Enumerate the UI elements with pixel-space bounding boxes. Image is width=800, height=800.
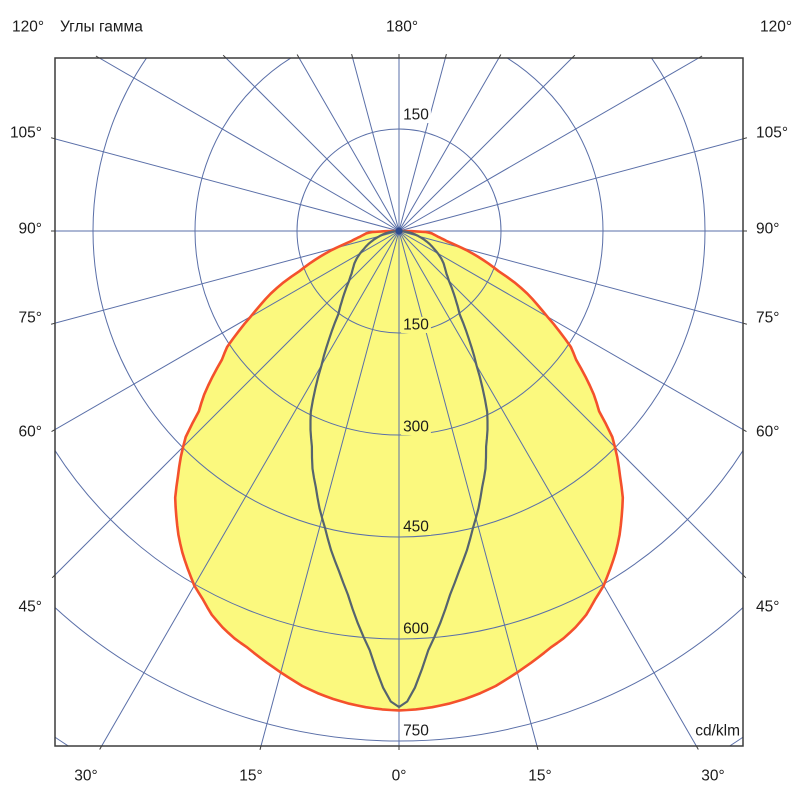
gamma-ray-165: [398, 58, 446, 232]
gamma-angle-label: 105°: [756, 125, 788, 142]
ring-value-labels: 150 150 300 450 600 750: [401, 107, 431, 740]
gamma-angle-label: 60°: [19, 424, 42, 441]
gamma-angle-label: 75°: [19, 310, 42, 327]
border-tick: [444, 54, 447, 59]
gamma-angle-label: 120°: [760, 19, 792, 36]
border-tick: [742, 429, 747, 433]
ring-label-knockout: [401, 723, 431, 739]
ring-label-knockout: [401, 317, 431, 333]
gamma-ray-345: [260, 230, 400, 746]
border-tick: [95, 55, 100, 59]
gamma-ray-135: [398, 58, 573, 232]
pole-dot: [395, 227, 403, 235]
gamma-angle-label: 30°: [701, 768, 724, 785]
border-tick: [571, 54, 576, 59]
gamma-angle-label: 90°: [756, 221, 779, 238]
outer-labels: 120° Углы гамма 180° 120° 105° 90° 75° 60° 45° 10…: [10, 19, 792, 785]
gamma-angle-label: 15°: [528, 768, 551, 785]
border-tick: [259, 745, 262, 750]
border-tick: [222, 54, 227, 59]
ring-value-label: 150: [403, 107, 429, 124]
gamma-angle-label: 105°: [10, 125, 42, 142]
border-tick: [742, 574, 747, 579]
gamma-ray-120: [398, 58, 699, 232]
gamma-angle-label: 90°: [19, 221, 42, 238]
border-tick: [698, 55, 703, 59]
border-tick: [351, 54, 354, 59]
gamma-angle-label: 45°: [19, 599, 42, 616]
border-tick: [51, 429, 56, 433]
chart-title: Углы гамма: [60, 19, 143, 36]
border-tick: [498, 54, 502, 59]
border-ticks: [51, 54, 747, 750]
ring-label-knockout: [401, 107, 431, 123]
gamma-angle-label: 60°: [756, 424, 779, 441]
border-tick: [51, 322, 56, 325]
border-tick: [742, 322, 747, 325]
ring-label-knockout: [401, 621, 431, 637]
gamma-ray-195: [352, 58, 400, 232]
gamma-angle-label: 180°: [386, 19, 418, 36]
gamma-angle-label: 30°: [74, 768, 97, 785]
border-tick: [536, 745, 539, 750]
gamma-ray-210: [298, 58, 400, 232]
ring-label-knockout: [401, 419, 431, 435]
gamma-ray-30: [398, 230, 697, 746]
unit-label: cd/klm: [695, 723, 740, 740]
gamma-angle-label: 0°: [392, 768, 407, 785]
border-tick: [296, 54, 300, 59]
border-tick: [51, 137, 56, 140]
gamma-ray-150: [398, 58, 500, 232]
gamma-angle-label: 45°: [756, 599, 779, 616]
border-tick: [99, 745, 103, 750]
ring-value-label: 750: [403, 723, 429, 740]
gamma-ray-lines: [55, 58, 743, 746]
gamma-ray-45: [398, 230, 743, 576]
gamma-angle-label: 120°: [12, 19, 44, 36]
gamma-ray-255: [55, 138, 400, 232]
gamma-ray-105: [398, 138, 743, 232]
gamma-ray-300: [55, 230, 400, 431]
border-tick: [51, 574, 56, 579]
border-tick: [695, 745, 699, 750]
gamma-ray-60: [398, 230, 743, 431]
gamma-ray-15: [398, 230, 538, 746]
ring-value-label: 300: [403, 419, 429, 436]
ring-value-label: 600: [403, 621, 429, 638]
ring-value-label: 150: [403, 317, 429, 334]
ring-label-knockout: [401, 519, 431, 535]
border-tick: [742, 137, 747, 140]
narrow-beam-curve: [309, 229, 489, 709]
wide-beam-curve: [173, 229, 625, 712]
ring-value-label: 450: [403, 519, 429, 536]
gamma-ray-330: [101, 230, 400, 746]
gamma-ray-225: [225, 58, 400, 232]
gamma-angle-label: 75°: [756, 310, 779, 327]
gamma-angle-label: 15°: [239, 768, 262, 785]
gamma-ray-240: [99, 58, 400, 232]
gamma-ray-315: [55, 230, 400, 576]
